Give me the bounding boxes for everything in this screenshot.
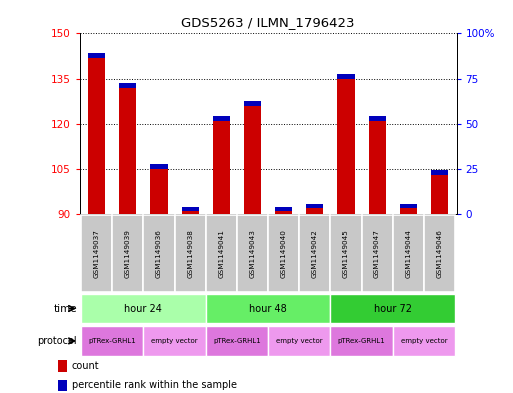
Bar bbox=[275, 211, 292, 214]
Text: count: count bbox=[72, 361, 100, 371]
Bar bbox=[81, 294, 206, 323]
Bar bbox=[88, 57, 105, 214]
Text: GSM1149039: GSM1149039 bbox=[125, 229, 131, 278]
Text: empty vector: empty vector bbox=[401, 338, 447, 344]
Text: GSM1149036: GSM1149036 bbox=[156, 229, 162, 278]
Bar bbox=[81, 215, 112, 292]
Bar bbox=[306, 204, 323, 208]
Bar bbox=[119, 88, 136, 214]
Bar bbox=[150, 164, 168, 169]
Bar bbox=[268, 325, 330, 356]
Text: GSM1149038: GSM1149038 bbox=[187, 229, 193, 278]
Text: hour 48: hour 48 bbox=[249, 303, 287, 314]
Bar bbox=[330, 215, 362, 292]
Bar bbox=[338, 74, 354, 79]
Bar bbox=[119, 83, 136, 88]
Text: protocol: protocol bbox=[37, 336, 77, 346]
Bar bbox=[392, 215, 424, 292]
Bar bbox=[182, 211, 199, 214]
Bar bbox=[58, 360, 67, 372]
Bar bbox=[299, 215, 330, 292]
Bar bbox=[88, 53, 105, 57]
Bar bbox=[206, 325, 268, 356]
Bar bbox=[244, 106, 261, 214]
Bar bbox=[244, 101, 261, 106]
Bar bbox=[213, 116, 230, 121]
Bar bbox=[392, 325, 455, 356]
Text: GSM1149037: GSM1149037 bbox=[94, 229, 100, 278]
Text: percentile rank within the sample: percentile rank within the sample bbox=[72, 380, 237, 390]
Bar bbox=[431, 171, 448, 175]
Bar bbox=[206, 294, 330, 323]
Text: GSM1149045: GSM1149045 bbox=[343, 229, 349, 278]
Bar bbox=[424, 215, 455, 292]
Bar bbox=[182, 207, 199, 211]
Bar bbox=[330, 294, 455, 323]
Bar bbox=[431, 175, 448, 214]
Bar bbox=[400, 208, 417, 214]
Bar bbox=[400, 204, 417, 208]
Bar bbox=[144, 215, 174, 292]
Bar bbox=[362, 215, 392, 292]
Bar bbox=[306, 208, 323, 214]
Bar bbox=[237, 215, 268, 292]
Text: pTRex-GRHL1: pTRex-GRHL1 bbox=[338, 338, 385, 344]
Bar bbox=[174, 215, 206, 292]
Bar bbox=[368, 121, 386, 214]
Bar bbox=[112, 215, 144, 292]
Text: hour 24: hour 24 bbox=[125, 303, 162, 314]
Text: GSM1149046: GSM1149046 bbox=[437, 229, 442, 278]
Text: GSM1149044: GSM1149044 bbox=[405, 229, 411, 278]
Text: GSM1149042: GSM1149042 bbox=[312, 229, 318, 278]
Bar bbox=[268, 215, 299, 292]
Bar bbox=[338, 79, 354, 214]
Bar bbox=[330, 325, 392, 356]
Text: hour 72: hour 72 bbox=[373, 303, 412, 314]
Text: pTRex-GRHL1: pTRex-GRHL1 bbox=[88, 338, 136, 344]
Text: pTRex-GRHL1: pTRex-GRHL1 bbox=[213, 338, 261, 344]
Bar bbox=[206, 215, 237, 292]
Text: GSM1149041: GSM1149041 bbox=[219, 229, 224, 278]
Text: GSM1149043: GSM1149043 bbox=[249, 229, 255, 278]
Bar bbox=[150, 169, 168, 214]
Bar bbox=[144, 325, 206, 356]
Bar bbox=[213, 121, 230, 214]
Text: GSM1149040: GSM1149040 bbox=[281, 229, 287, 278]
Text: GSM1149047: GSM1149047 bbox=[374, 229, 380, 278]
Title: GDS5263 / ILMN_1796423: GDS5263 / ILMN_1796423 bbox=[181, 17, 355, 29]
Text: time: time bbox=[53, 303, 77, 314]
Text: empty vector: empty vector bbox=[151, 338, 198, 344]
Bar bbox=[368, 116, 386, 121]
Text: empty vector: empty vector bbox=[276, 338, 323, 344]
Bar bbox=[58, 380, 67, 391]
Bar bbox=[275, 207, 292, 211]
Bar bbox=[81, 325, 144, 356]
